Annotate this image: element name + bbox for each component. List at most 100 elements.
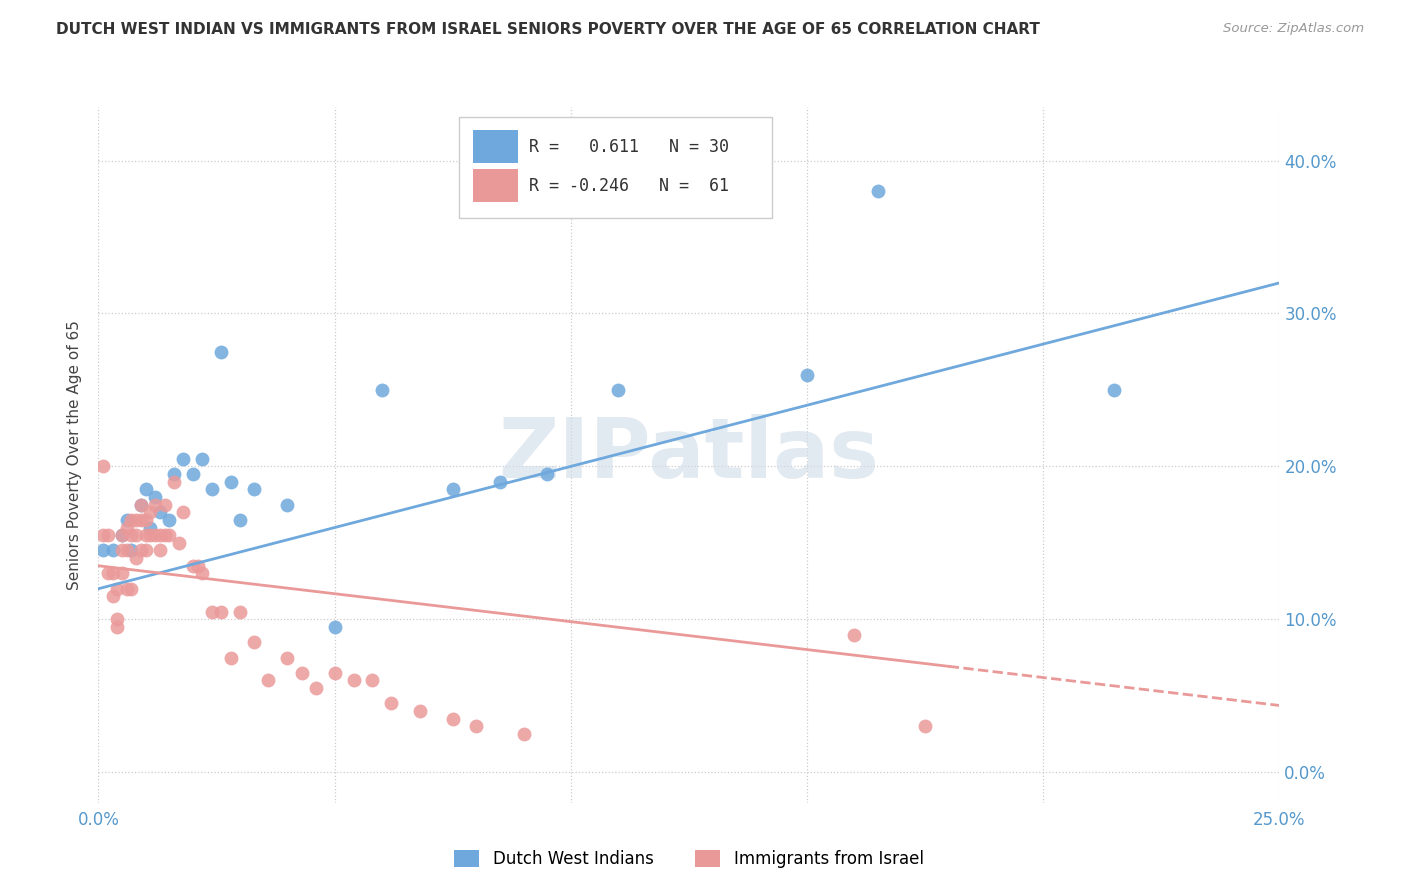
Point <box>121 543 143 558</box>
Point <box>163 467 186 481</box>
Point <box>111 566 134 581</box>
Point <box>243 483 266 497</box>
Text: Source: ZipAtlas.com: Source: ZipAtlas.com <box>1223 22 1364 36</box>
Point <box>243 635 266 649</box>
Point <box>143 498 166 512</box>
Point <box>323 665 346 680</box>
Point <box>121 528 143 542</box>
Point <box>129 498 152 512</box>
Y-axis label: Seniors Poverty Over the Age of 65: Seniors Poverty Over the Age of 65 <box>67 320 83 590</box>
Point <box>101 543 124 558</box>
Point <box>163 475 186 489</box>
Point <box>143 528 166 542</box>
Point <box>172 451 194 466</box>
Point <box>97 528 120 542</box>
FancyBboxPatch shape <box>472 130 517 163</box>
Point <box>1102 383 1125 397</box>
Point <box>125 513 148 527</box>
Point <box>276 498 298 512</box>
Point <box>135 483 157 497</box>
Point <box>125 551 148 566</box>
Point <box>105 582 128 596</box>
Point <box>91 528 114 542</box>
Point <box>135 513 157 527</box>
Text: R =   0.611   N = 30: R = 0.611 N = 30 <box>530 137 730 156</box>
Point <box>181 558 204 573</box>
Point <box>536 467 558 481</box>
Point <box>157 513 180 527</box>
Point <box>191 566 214 581</box>
Point <box>441 483 464 497</box>
Point <box>153 528 176 542</box>
Point <box>139 520 162 534</box>
Text: R = -0.246   N =  61: R = -0.246 N = 61 <box>530 177 730 194</box>
Point <box>371 383 394 397</box>
Point <box>135 543 157 558</box>
Point <box>408 704 430 718</box>
Text: ZIPatlas: ZIPatlas <box>499 415 879 495</box>
Point <box>115 582 138 596</box>
Point <box>101 590 124 604</box>
Point <box>149 505 172 519</box>
Point <box>607 383 630 397</box>
Point <box>111 543 134 558</box>
Point <box>187 558 209 573</box>
Point <box>305 681 328 695</box>
Point <box>441 712 464 726</box>
Point <box>290 665 312 680</box>
Point <box>172 505 194 519</box>
Point <box>201 483 224 497</box>
Point <box>257 673 280 688</box>
Point <box>361 673 384 688</box>
Point <box>191 451 214 466</box>
Point <box>209 344 232 359</box>
Point <box>157 528 180 542</box>
Point <box>796 368 818 382</box>
Point <box>167 536 190 550</box>
Point <box>111 528 134 542</box>
Point <box>181 467 204 481</box>
Text: DUTCH WEST INDIAN VS IMMIGRANTS FROM ISRAEL SENIORS POVERTY OVER THE AGE OF 65 C: DUTCH WEST INDIAN VS IMMIGRANTS FROM ISR… <box>56 22 1040 37</box>
Point <box>844 627 866 641</box>
Point <box>276 650 298 665</box>
Point <box>201 605 224 619</box>
Point <box>149 543 172 558</box>
Point <box>135 528 157 542</box>
Point <box>115 513 138 527</box>
Point <box>465 719 488 733</box>
Point <box>342 673 364 688</box>
FancyBboxPatch shape <box>472 169 517 202</box>
Point <box>101 566 124 581</box>
Point <box>115 543 138 558</box>
Point <box>115 520 138 534</box>
Point <box>91 543 114 558</box>
Point <box>105 612 128 626</box>
Point <box>139 528 162 542</box>
Point <box>209 605 232 619</box>
Point <box>219 475 242 489</box>
Point <box>111 528 134 542</box>
Point <box>219 650 242 665</box>
Point <box>229 513 252 527</box>
Point <box>129 513 152 527</box>
Point <box>143 490 166 504</box>
Point <box>139 505 162 519</box>
Point <box>125 528 148 542</box>
Point <box>129 543 152 558</box>
Point <box>97 566 120 581</box>
Point <box>323 620 346 634</box>
Point <box>121 513 143 527</box>
Point <box>121 582 143 596</box>
Legend: Dutch West Indians, Immigrants from Israel: Dutch West Indians, Immigrants from Isra… <box>447 843 931 874</box>
Point <box>512 727 534 741</box>
Point <box>105 620 128 634</box>
Point <box>229 605 252 619</box>
Point <box>149 528 172 542</box>
FancyBboxPatch shape <box>458 118 772 219</box>
Point <box>153 498 176 512</box>
Point <box>489 475 512 489</box>
Point <box>866 184 889 198</box>
Point <box>129 498 152 512</box>
Point <box>380 697 402 711</box>
Point <box>914 719 936 733</box>
